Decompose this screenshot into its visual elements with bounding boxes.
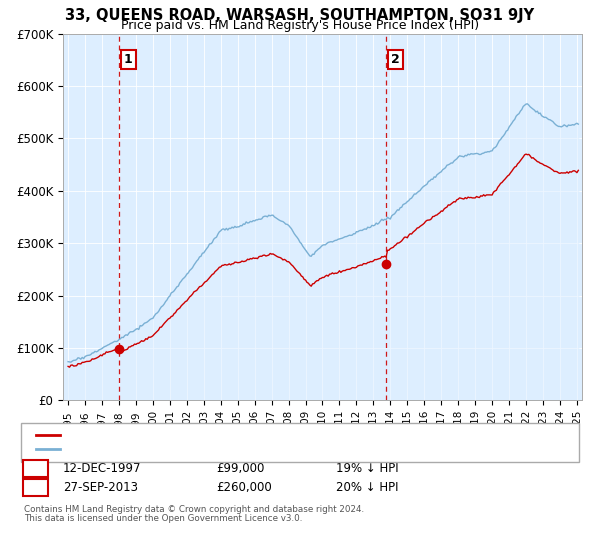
Text: £99,000: £99,000 (216, 461, 265, 475)
Text: 2: 2 (391, 53, 400, 66)
Text: 12-DEC-1997: 12-DEC-1997 (63, 461, 142, 475)
Text: This data is licensed under the Open Government Licence v3.0.: This data is licensed under the Open Gov… (24, 514, 302, 523)
Text: 1: 1 (31, 461, 40, 475)
Text: 27-SEP-2013: 27-SEP-2013 (63, 481, 138, 494)
Text: Price paid vs. HM Land Registry's House Price Index (HPI): Price paid vs. HM Land Registry's House … (121, 19, 479, 32)
Text: 20% ↓ HPI: 20% ↓ HPI (336, 481, 398, 494)
Text: £260,000: £260,000 (216, 481, 272, 494)
Text: HPI: Average price, detached house, Fareham: HPI: Average price, detached house, Fare… (69, 444, 307, 454)
Text: 33, QUEENS ROAD, WARSASH, SOUTHAMPTON, SO31 9JY (detached house): 33, QUEENS ROAD, WARSASH, SOUTHAMPTON, S… (69, 430, 461, 440)
Text: Contains HM Land Registry data © Crown copyright and database right 2024.: Contains HM Land Registry data © Crown c… (24, 505, 364, 514)
Text: 19% ↓ HPI: 19% ↓ HPI (336, 461, 398, 475)
Text: 33, QUEENS ROAD, WARSASH, SOUTHAMPTON, SO31 9JY: 33, QUEENS ROAD, WARSASH, SOUTHAMPTON, S… (65, 8, 535, 24)
Text: 2: 2 (31, 481, 40, 494)
Text: 1: 1 (124, 53, 133, 66)
